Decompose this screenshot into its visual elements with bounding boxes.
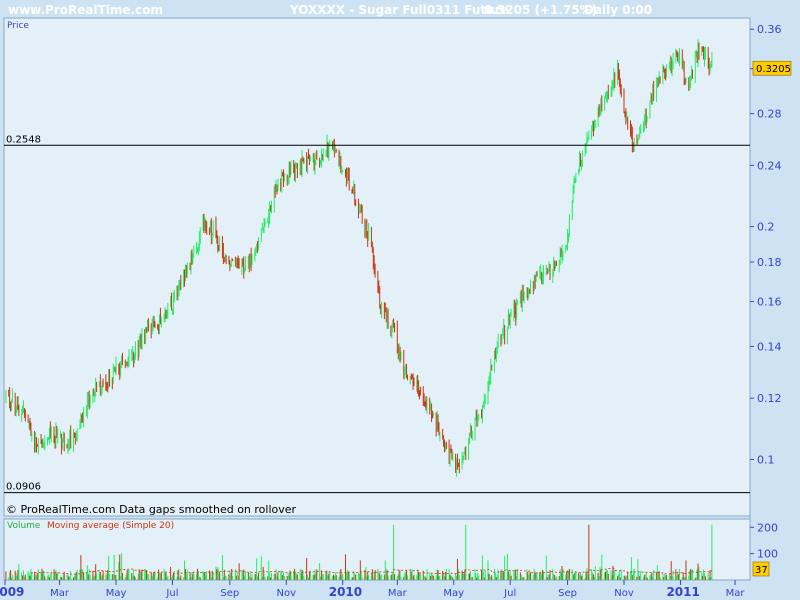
lower-reference-label: 0.0906 (6, 482, 41, 493)
volume-ma-label: Moving average (Simple 20) (47, 521, 174, 531)
quote-value: 0.3205 (+1.75%) (484, 3, 597, 17)
y-tick-label: 0.14 (757, 340, 782, 353)
volume-last-badge-text: 37 (755, 565, 768, 576)
y-tick-label: 0.1 (757, 453, 775, 466)
price-plot-area[interactable] (3, 17, 751, 517)
x-tick-label: Sep (558, 588, 577, 599)
x-tick-label: Mar (726, 588, 746, 599)
price-bars (5, 39, 713, 477)
volume-panel-label: Volume (7, 521, 41, 531)
copyright-note: © ProRealTime.com Data gaps smoothed on … (6, 503, 297, 516)
x-tick-label: Sep (220, 588, 239, 599)
x-tick-label: 2010 (329, 585, 362, 599)
y-tick-label: 0.28 (757, 108, 782, 121)
volume-moving-average-line (30, 567, 713, 575)
x-tick-label: May (443, 588, 464, 599)
x-axis-ticks: 2009 Mar May Jul Sep Nov 2010 Mar May Jul Sep Nov 20… (0, 580, 745, 599)
x-tick-label: Mar (50, 588, 70, 599)
y-tick-label: 0.36 (757, 23, 782, 36)
y-tick-label: 0.16 (757, 296, 782, 309)
volume-last-badge (752, 561, 770, 577)
x-tick-label: Jul (165, 588, 178, 599)
volume-tick-label: 200 (757, 521, 778, 534)
y-tick-label: 0.18 (757, 256, 782, 269)
volume-bars (5, 524, 713, 580)
upper-reference-label: 0.2548 (6, 134, 41, 145)
site-link[interactable]: www.ProRealTime.com (8, 3, 163, 17)
price-last-badge (752, 60, 792, 76)
y-tick-label: 0.24 (757, 159, 782, 172)
x-tick-label: Nov (277, 588, 297, 599)
x-tick-label: May (106, 588, 127, 599)
volume-plot-area[interactable] (3, 518, 751, 581)
x-tick-label: Nov (614, 588, 634, 599)
volume-tick-label: 100 (757, 548, 778, 561)
x-tick-label: Jul (503, 588, 516, 599)
period-label: Daily 0:00 (584, 3, 652, 17)
y-tick-label: 0.2 (757, 221, 775, 234)
price-last-badge-text: 0.3205 (756, 64, 791, 75)
instrument-title: YOXXXX - Sugar Full0311 Future (289, 3, 509, 17)
price-panel-label: Price (7, 21, 29, 31)
x-tick-label: Mar (388, 588, 408, 599)
x-tick-label: 2011 (666, 585, 699, 599)
x-tick-label: 2009 (0, 585, 24, 599)
y-tick-label: 0.12 (757, 392, 782, 405)
